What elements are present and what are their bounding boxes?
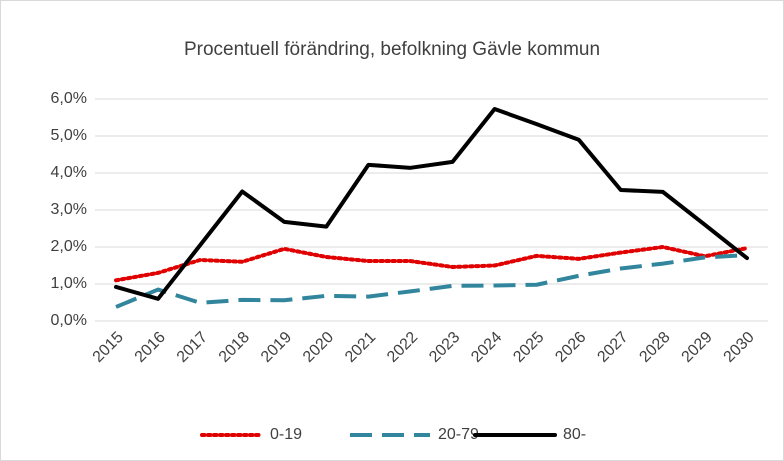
y-tick-label: 6,0% (51, 90, 87, 107)
legend-label: 80- (563, 426, 586, 443)
legend-label: 20-79 (438, 426, 479, 443)
legend-label: 0-19 (270, 426, 302, 443)
chart-title: Procentuell förändring, befolkning Gävle… (184, 39, 600, 60)
line-series (114, 106, 749, 301)
y-tick-label: 4,0% (51, 164, 87, 181)
y-tick-label: 0,0% (51, 312, 87, 329)
y-tick-label: 5,0% (51, 127, 87, 144)
line-series (114, 245, 749, 283)
y-tick-label: 2,0% (51, 238, 87, 255)
y-tick-label: 1,0% (51, 275, 87, 292)
y-tick-label: 3,0% (51, 201, 87, 218)
line-series (115, 253, 748, 309)
